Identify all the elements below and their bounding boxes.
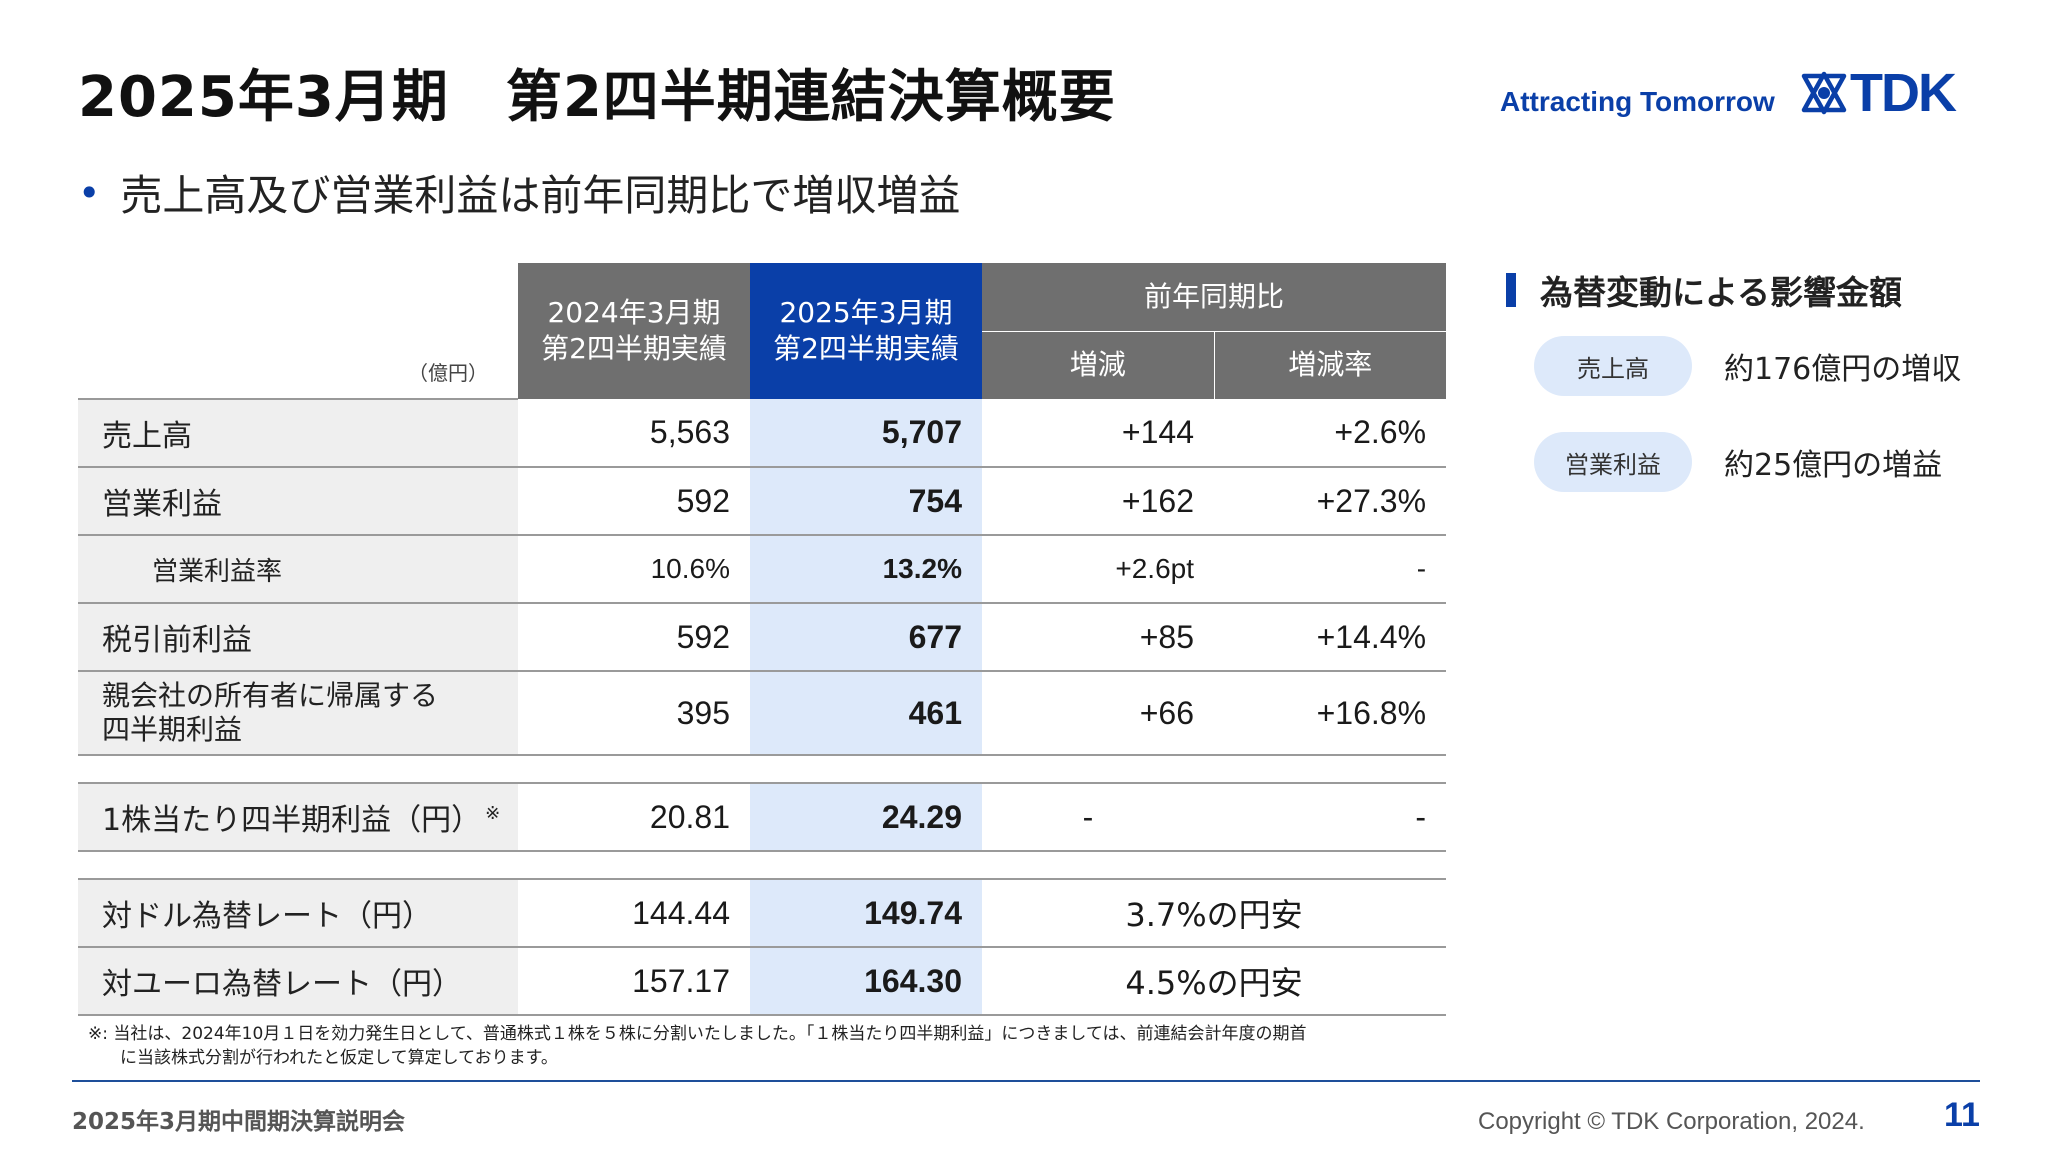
- row-label: 対ユーロ為替レート（円）: [78, 947, 518, 1016]
- fx-impact-badge: 売上高: [1534, 336, 1692, 396]
- col-header-change: 増減: [982, 331, 1215, 399]
- cell-prev: 10.6%: [518, 535, 750, 604]
- cell-prev: 157.17: [518, 947, 750, 1016]
- footnote-line: ※: 当社は、2024年10月１日を効力発生日として、普通株式１株を５株に分割い…: [88, 1024, 1307, 1044]
- cell-curr: 164.30: [750, 947, 982, 1016]
- table-row: 営業利益率 10.6% 13.2% +2.6pt -: [78, 535, 1447, 604]
- col-header-rate: 増減率: [1214, 331, 1447, 399]
- logo-text: TDK: [1850, 63, 1957, 123]
- row-label: 売上高: [78, 399, 518, 468]
- table-spacer: [78, 851, 1447, 880]
- cell-curr: 677: [750, 603, 982, 672]
- cell-curr: 461: [750, 671, 982, 756]
- unit-label: （億円）: [78, 263, 518, 400]
- fx-impact-item: 売上高 約176億円の増収: [1534, 336, 1961, 396]
- footnote: ※: 当社は、2024年10月１日を効力発生日として、普通株式１株を５株に分割い…: [88, 1022, 1488, 1070]
- page-title: 2025年3月期 第2四半期連結決算概要: [78, 65, 1116, 130]
- section-marker: [1506, 273, 1516, 307]
- table-spacer: [78, 755, 1447, 784]
- table-row: 親会社の所有者に帰属する 四半期利益 395 461 +66 +16.8%: [78, 671, 1447, 756]
- cell-prev: 20.81: [518, 783, 750, 852]
- cell-curr: 24.29: [750, 783, 982, 852]
- cell-rate: -: [1214, 535, 1447, 604]
- cell-rate: +16.8%: [1214, 671, 1447, 756]
- cell-rate: +27.3%: [1214, 467, 1447, 536]
- cell-curr: 754: [750, 467, 982, 536]
- cell-rate: +14.4%: [1214, 603, 1447, 672]
- cell-change: +162: [982, 467, 1214, 536]
- table-row: 税引前利益 592 677 +85 +14.4%: [78, 603, 1447, 672]
- fx-impact-text: 約176億円の増収: [1724, 352, 1962, 387]
- table-row-fx: 対ドル為替レート（円） 144.44 149.74 3.7%の円安: [78, 879, 1447, 948]
- cell-curr: 149.74: [750, 879, 982, 948]
- footnote-line: に当該株式分割が行われたと仮定して算定しております。: [120, 1048, 558, 1068]
- footer-copyright: Copyright © TDK Corporation, 2024.: [1478, 1108, 1865, 1135]
- footer-event: 2025年3月期中間期決算説明会: [72, 1109, 406, 1135]
- cell-rate: -: [1214, 783, 1447, 852]
- summary-text: 売上高及び営業利益は前年同期比で増収増益: [120, 171, 961, 220]
- table-row: 営業利益 592 754 +162 +27.3%: [78, 467, 1447, 536]
- cell-note: 3.7%の円安: [982, 879, 1447, 948]
- cell-curr: 13.2%: [750, 535, 982, 604]
- cell-change: +2.6pt: [982, 535, 1214, 604]
- row-label: 対ドル為替レート（円）: [78, 879, 518, 948]
- bullet-dot-icon: •: [78, 170, 101, 215]
- page-number: 11: [1944, 1096, 1980, 1134]
- cell-curr: 5,707: [750, 399, 982, 468]
- footer-divider: [72, 1080, 1980, 1082]
- cell-change: +144: [982, 399, 1214, 468]
- col-header-yoy: 前年同期比: [982, 263, 1447, 332]
- row-label: 営業利益率: [78, 535, 518, 604]
- table-row-fx: 対ユーロ為替レート（円） 157.17 164.30 4.5%の円安: [78, 947, 1447, 1016]
- fx-impact-text: 約25億円の増益: [1724, 448, 1943, 483]
- cell-change: +66: [982, 671, 1214, 756]
- fx-impact-badge: 営業利益: [1534, 432, 1692, 492]
- cell-rate: +2.6%: [1214, 399, 1447, 468]
- footnote-mark: ※: [485, 803, 501, 824]
- row-label: 税引前利益: [78, 603, 518, 672]
- cell-change: +85: [982, 603, 1214, 672]
- summary-bullet: • 売上高及び営業利益は前年同期比で増収増益: [78, 162, 960, 223]
- row-label: 1株当たり四半期利益（円） ※: [78, 783, 518, 852]
- table-row-eps: 1株当たり四半期利益（円） ※ 20.81 24.29 - -: [78, 783, 1447, 852]
- brand-tagline: Attracting Tomorrow: [1500, 86, 1775, 117]
- table-row: 売上高 5,563 5,707 +144 +2.6%: [78, 399, 1447, 468]
- cell-prev: 395: [518, 671, 750, 756]
- cell-change: -: [982, 783, 1214, 852]
- cell-prev: 592: [518, 467, 750, 536]
- row-label: 親会社の所有者に帰属する 四半期利益: [78, 671, 518, 756]
- tdk-logo: TDK: [1800, 63, 1957, 123]
- cell-prev: 592: [518, 603, 750, 672]
- col-header-prev: 2024年3月期 第2四半期実績: [518, 263, 750, 399]
- tdk-star-icon: [1801, 71, 1847, 115]
- row-label: 営業利益: [78, 467, 518, 536]
- cell-prev: 5,563: [518, 399, 750, 468]
- col-header-curr: 2025年3月期 第2四半期実績: [750, 263, 982, 399]
- cell-note: 4.5%の円安: [982, 947, 1447, 1016]
- fx-impact-title: 為替変動による影響金額: [1506, 266, 1902, 314]
- cell-prev: 144.44: [518, 879, 750, 948]
- results-table: （億円） 2024年3月期 第2四半期実績 2025年3月期 第2四半期実績 前…: [78, 263, 1447, 1016]
- fx-impact-item: 営業利益 約25億円の増益: [1534, 432, 1942, 492]
